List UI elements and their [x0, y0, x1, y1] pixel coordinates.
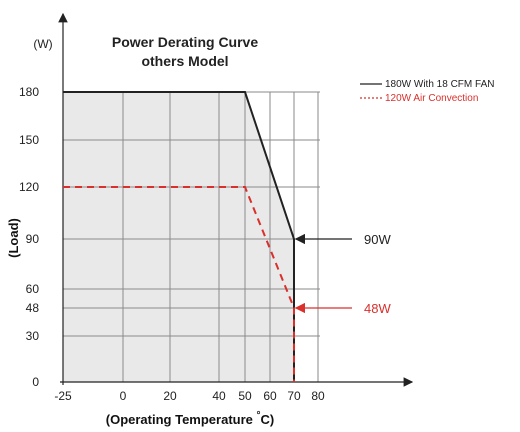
y-axis-title: (Load)	[6, 218, 21, 258]
x-tick-label: 50	[238, 389, 252, 403]
annotation-label: 90W	[364, 232, 391, 247]
x-axis-title: (Operating Temperature °C)	[106, 410, 274, 427]
x-tick-label: 70	[287, 389, 301, 403]
y-tick-label: 180	[19, 85, 39, 99]
x-tick-label: 0	[120, 389, 127, 403]
y-tick-label: 120	[19, 180, 39, 194]
x-tick-label: 60	[263, 389, 277, 403]
chart-title: Power Derating Curve	[112, 34, 258, 50]
y-tick-label: 150	[19, 133, 39, 147]
safe-operating-area	[63, 92, 294, 382]
x-tick-label: 20	[163, 389, 177, 403]
legend-label: 120W Air Convection	[385, 93, 478, 104]
y-tick-label: 60	[26, 282, 40, 296]
y-tick-label: 48	[26, 301, 40, 315]
y-unit-label: (W)	[33, 37, 52, 51]
series-line-1	[63, 186, 295, 382]
chart-title: others Model	[141, 53, 228, 69]
annotation-label: 48W	[364, 301, 391, 316]
legend-label: 180W With 18 CFM FAN	[385, 79, 494, 90]
y-tick-label: 30	[26, 329, 40, 343]
y-tick-label: 0	[32, 375, 39, 389]
x-tick-label: -25	[54, 389, 72, 403]
x-tick-label: 80	[311, 389, 325, 403]
y-tick-label: 90	[26, 232, 40, 246]
x-tick-label: 40	[212, 389, 226, 403]
